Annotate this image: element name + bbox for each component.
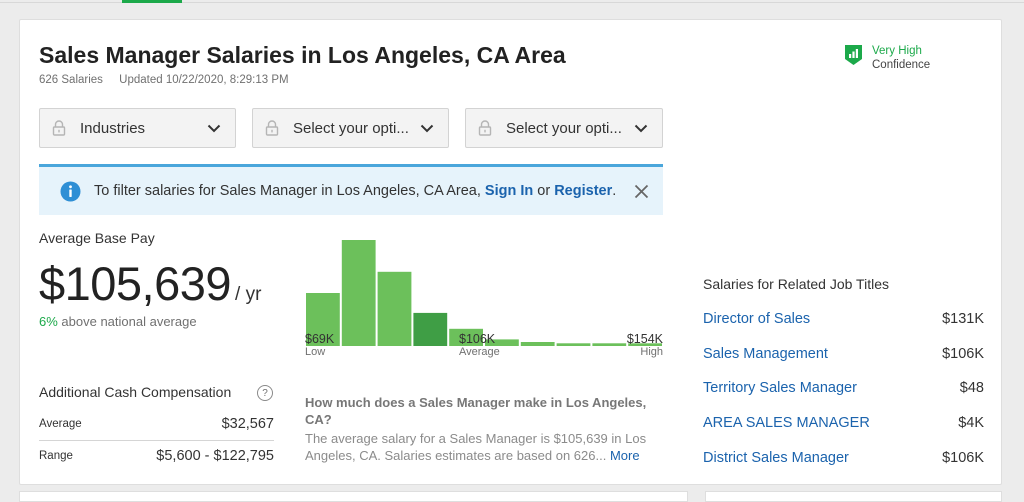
cash-comp-title: Additional Cash Compensation: [39, 384, 232, 400]
related-job-link[interactable]: Sales Management: [703, 346, 828, 362]
related-job-row: Sales Management $106K: [703, 344, 984, 364]
industries-dropdown[interactable]: Industries: [39, 108, 236, 148]
confidence-label: Confidence: [872, 59, 931, 71]
register-link[interactable]: Register: [554, 183, 613, 199]
related-job-salary: $48: [959, 380, 984, 396]
chevron-down-icon: [420, 124, 434, 132]
faq-answer-text: The average salary for a Sales Manager i…: [305, 431, 647, 463]
histogram-bar: [306, 293, 340, 346]
bar-chart-shield-icon: [845, 45, 862, 65]
salary-histogram: [306, 240, 662, 346]
tick-average-label: Average: [459, 346, 500, 358]
related-job-row: District Sales Manager $106K: [703, 448, 984, 468]
confidence-badge: Very High Confidence: [844, 44, 930, 72]
histogram-bar: [413, 312, 448, 346]
next-card-left: [19, 491, 688, 502]
banner-text-or: or: [533, 183, 555, 199]
help-icon[interactable]: ?: [257, 385, 273, 401]
tick-high-value: $154K: [626, 332, 663, 346]
histogram-bar: [485, 339, 519, 346]
dropdown-label: Select your opti...: [293, 119, 409, 137]
histogram-bar: [341, 240, 376, 346]
cash-average-row: Average $32,567: [39, 416, 274, 432]
pay-amount: $105,639: [39, 257, 232, 310]
related-job-row: Territory Sales Manager $48: [703, 378, 984, 398]
chevron-down-icon: [634, 124, 648, 132]
sign-in-link[interactable]: Sign In: [484, 183, 534, 199]
info-icon: [60, 181, 81, 201]
faq-answer: The average salary for a Sales Manager i…: [305, 430, 665, 464]
related-job-salary: $106K: [942, 346, 984, 362]
banner-text-end: .: [612, 183, 617, 199]
dropdown-label: Select your opti...: [506, 119, 622, 137]
dropdown-label: Industries: [80, 119, 146, 137]
top-divider: [0, 2, 1024, 3]
related-job-salary: $106K: [942, 450, 984, 466]
histogram-bar: [449, 328, 483, 346]
histogram-bar: [377, 271, 412, 346]
filter-dropdown-3[interactable]: Select your opti...: [465, 108, 663, 148]
histogram-bar: [556, 343, 591, 346]
pay-unit: / yr: [235, 284, 262, 305]
comparison-percent: 6%: [39, 314, 58, 329]
related-job-salary: $4K: [958, 415, 984, 431]
comparison-text: above national average: [57, 314, 197, 329]
confidence-level: Very High: [872, 45, 922, 57]
page-title: Sales Manager Salaries in Los Angeles, C…: [39, 42, 566, 68]
tick-high: $154K High: [593, 332, 663, 358]
related-job-row: AREA SALES MANAGER $4K: [703, 413, 984, 433]
banner-message: To filter salaries for Sales Manager in …: [94, 183, 634, 199]
average-pay: $105,639/ yr: [39, 256, 261, 311]
related-job-link[interactable]: AREA SALES MANAGER: [703, 415, 870, 431]
related-titles-heading: Salaries for Related Job Titles: [703, 276, 889, 292]
next-card-right: [705, 491, 1002, 502]
cash-row-label: Average: [39, 418, 82, 430]
cash-row-value: $32,567: [221, 416, 274, 432]
related-job-link[interactable]: District Sales Manager: [703, 450, 849, 466]
histogram-bar: [628, 343, 662, 346]
tick-average-value: $106K: [459, 332, 496, 346]
cash-row-value: $5,600 - $122,795: [156, 448, 274, 464]
histogram-bar: [592, 343, 627, 346]
sign-in-banner: To filter salaries for Sales Manager in …: [39, 164, 663, 215]
lock-icon: [478, 120, 492, 136]
tick-low-label: Low: [305, 346, 326, 358]
related-job-link[interactable]: Territory Sales Manager: [703, 380, 857, 396]
chevron-down-icon: [207, 124, 221, 132]
related-job-link[interactable]: Director of Sales: [703, 311, 811, 327]
lock-icon: [265, 120, 279, 136]
salary-card: Sales Manager Salaries in Los Angeles, C…: [19, 19, 1002, 485]
tick-low-value: $69K: [305, 332, 335, 346]
tick-high-label: High: [640, 346, 663, 358]
tick-average: $106K Average: [459, 332, 500, 358]
banner-text: To filter salaries for Sales Manager in …: [94, 183, 485, 199]
tick-low: $69K Low: [305, 332, 334, 358]
faq-question: How much does a Sales Manager make in Lo…: [305, 395, 647, 427]
salary-meta: 626 Salaries Updated 10/22/2020, 8:29:13…: [39, 74, 289, 86]
more-link[interactable]: More: [609, 448, 640, 463]
average-pay-label: Average Base Pay: [39, 230, 155, 246]
related-job-salary: $131K: [942, 311, 984, 327]
cash-range-row: Range $5,600 - $122,795: [39, 448, 274, 464]
active-tab-indicator: [122, 0, 182, 3]
close-icon[interactable]: [634, 184, 649, 199]
salary-count: 626 Salaries: [39, 74, 103, 86]
cash-row-label: Range: [39, 450, 73, 462]
lock-icon: [52, 120, 66, 136]
updated-timestamp: Updated 10/22/2020, 8:29:13 PM: [119, 74, 289, 86]
cash-divider: [39, 440, 274, 441]
filter-dropdown-2[interactable]: Select your opti...: [252, 108, 449, 148]
national-comparison: 6% above national average: [39, 314, 197, 329]
histogram-bar: [520, 342, 555, 346]
related-job-row: Director of Sales $131K: [703, 309, 984, 329]
